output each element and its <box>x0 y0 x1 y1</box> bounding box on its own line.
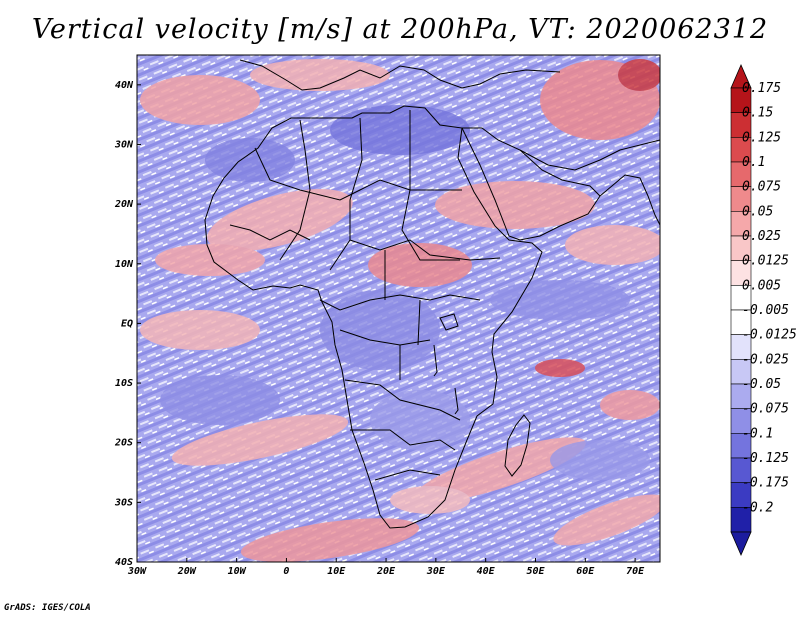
lake-tanganyika <box>433 344 438 377</box>
land-border <box>349 239 501 261</box>
land-border <box>350 429 456 451</box>
ascent-region <box>535 359 585 377</box>
ascent-region <box>140 75 260 125</box>
land-border <box>401 110 460 261</box>
coastlines-and-borders <box>204 59 660 529</box>
land-border <box>229 224 311 241</box>
colorbar-label: -0.1 <box>742 426 773 441</box>
x-tick-label: 10W <box>228 566 247 577</box>
africa-coastline <box>204 105 543 529</box>
land-border <box>344 379 461 421</box>
colorbar-label: 0.175 <box>742 81 781 96</box>
colorbar-label: -0.025 <box>742 352 789 367</box>
arabian-peninsula-coastline <box>462 127 601 241</box>
y-tick-label: 30N <box>114 139 134 150</box>
grads-credit: GrADS: IGES/COLA <box>4 603 91 613</box>
colorbar-label: -0.125 <box>742 451 789 466</box>
map-frame <box>136 54 661 563</box>
ascent-region <box>414 437 586 503</box>
ascent-region <box>171 414 349 466</box>
land-border <box>384 250 421 380</box>
x-tick-label: 40E <box>477 566 496 577</box>
x-tick-label: 20W <box>177 566 197 577</box>
ascent-region <box>600 390 660 420</box>
ascent-region <box>207 189 353 251</box>
colorbar-label: -0.0125 <box>742 328 797 343</box>
colorbar-labels: 0.175 0.15 0.125 0.1 0.075 0.05 0.025 0.0125 0.0… <box>742 81 797 515</box>
colorbar-label: 0.05 <box>742 204 773 219</box>
latitude-axis: 40N 30N 20N 10N EQ 10S 20S 30S 40S <box>114 80 141 568</box>
land-border <box>339 329 431 346</box>
x-tick-label: 30E <box>426 566 446 577</box>
descent-region <box>160 375 280 425</box>
ascent-region <box>250 59 390 91</box>
x-tick-label: 0 <box>283 566 289 577</box>
red-sea-coastline <box>461 127 510 237</box>
y-tick-label: 20N <box>114 199 134 210</box>
asia-coastline <box>599 174 660 226</box>
persian-gulf-coastline <box>519 139 660 171</box>
y-tick-label: 40S <box>115 557 133 568</box>
colorbar-label: -0.075 <box>742 402 789 417</box>
ascent-region <box>240 518 420 562</box>
land-border <box>329 117 363 271</box>
x-tick-label: 70E <box>626 566 645 577</box>
descent-region <box>205 138 295 182</box>
ascent-region <box>155 244 265 276</box>
colorbar-label: -0.175 <box>742 476 789 491</box>
descent-region <box>550 440 650 480</box>
y-tick-label: 10S <box>115 378 133 389</box>
longitude-axis: 30W 20W 10W 0 10E 20E 30E 40E 50E 60E 70E <box>127 558 645 577</box>
y-tick-label: EQ <box>121 318 133 329</box>
y-tick-label: 20S <box>114 438 133 449</box>
y-tick-label: 10N <box>115 259 134 270</box>
colorbar: 0.175 0.15 0.125 0.1 0.075 0.05 0.025 0.0125 0.0… <box>730 63 797 557</box>
ascent-region <box>140 310 260 350</box>
ascent-region <box>565 225 660 265</box>
colorbar-label: -0.005 <box>742 303 789 318</box>
colorbar-label: 0.125 <box>742 130 781 145</box>
europe-coastline <box>239 59 561 91</box>
colorbar-label: 0.025 <box>742 229 781 244</box>
ascent-region <box>553 494 660 546</box>
map-title: Vertical velocity [m/s] at 200hPa, VT: 2… <box>31 14 769 45</box>
descent-region <box>370 390 470 450</box>
x-tick-label: 50E <box>526 566 545 577</box>
land-border <box>279 119 311 261</box>
colorbar-min-triangle <box>730 531 752 557</box>
descent-region <box>330 105 470 155</box>
descent-region <box>320 290 440 370</box>
ascent-region <box>390 486 470 514</box>
colorbar-label: -0.05 <box>742 377 781 392</box>
colorbar-label: 0.0125 <box>742 254 789 269</box>
x-tick-label: 30W <box>127 566 147 577</box>
map-field <box>137 55 660 562</box>
x-tick-label: 60E <box>576 566 595 577</box>
land-border <box>319 294 481 311</box>
colorbar-boxes <box>730 87 752 533</box>
ascent-region <box>368 243 472 287</box>
colorbar-label: 0.075 <box>742 180 781 195</box>
madagascar-coastline <box>504 414 531 477</box>
y-tick-label: 30S <box>114 497 133 508</box>
lake-malawi <box>454 387 459 415</box>
colorbar-label: 0.15 <box>742 106 773 121</box>
lake-victoria <box>439 313 459 331</box>
y-tick-label: 40N <box>115 80 134 91</box>
colorbar-label: 0.1 <box>742 155 765 170</box>
land-border <box>374 469 441 481</box>
colorbar-label: -0.2 <box>742 500 773 515</box>
ascent-region <box>618 59 660 91</box>
land-border <box>254 147 462 201</box>
x-tick-label: 20E <box>376 566 396 577</box>
x-tick-label: 10E <box>327 566 346 577</box>
colorbar-label: 0.005 <box>742 278 781 293</box>
